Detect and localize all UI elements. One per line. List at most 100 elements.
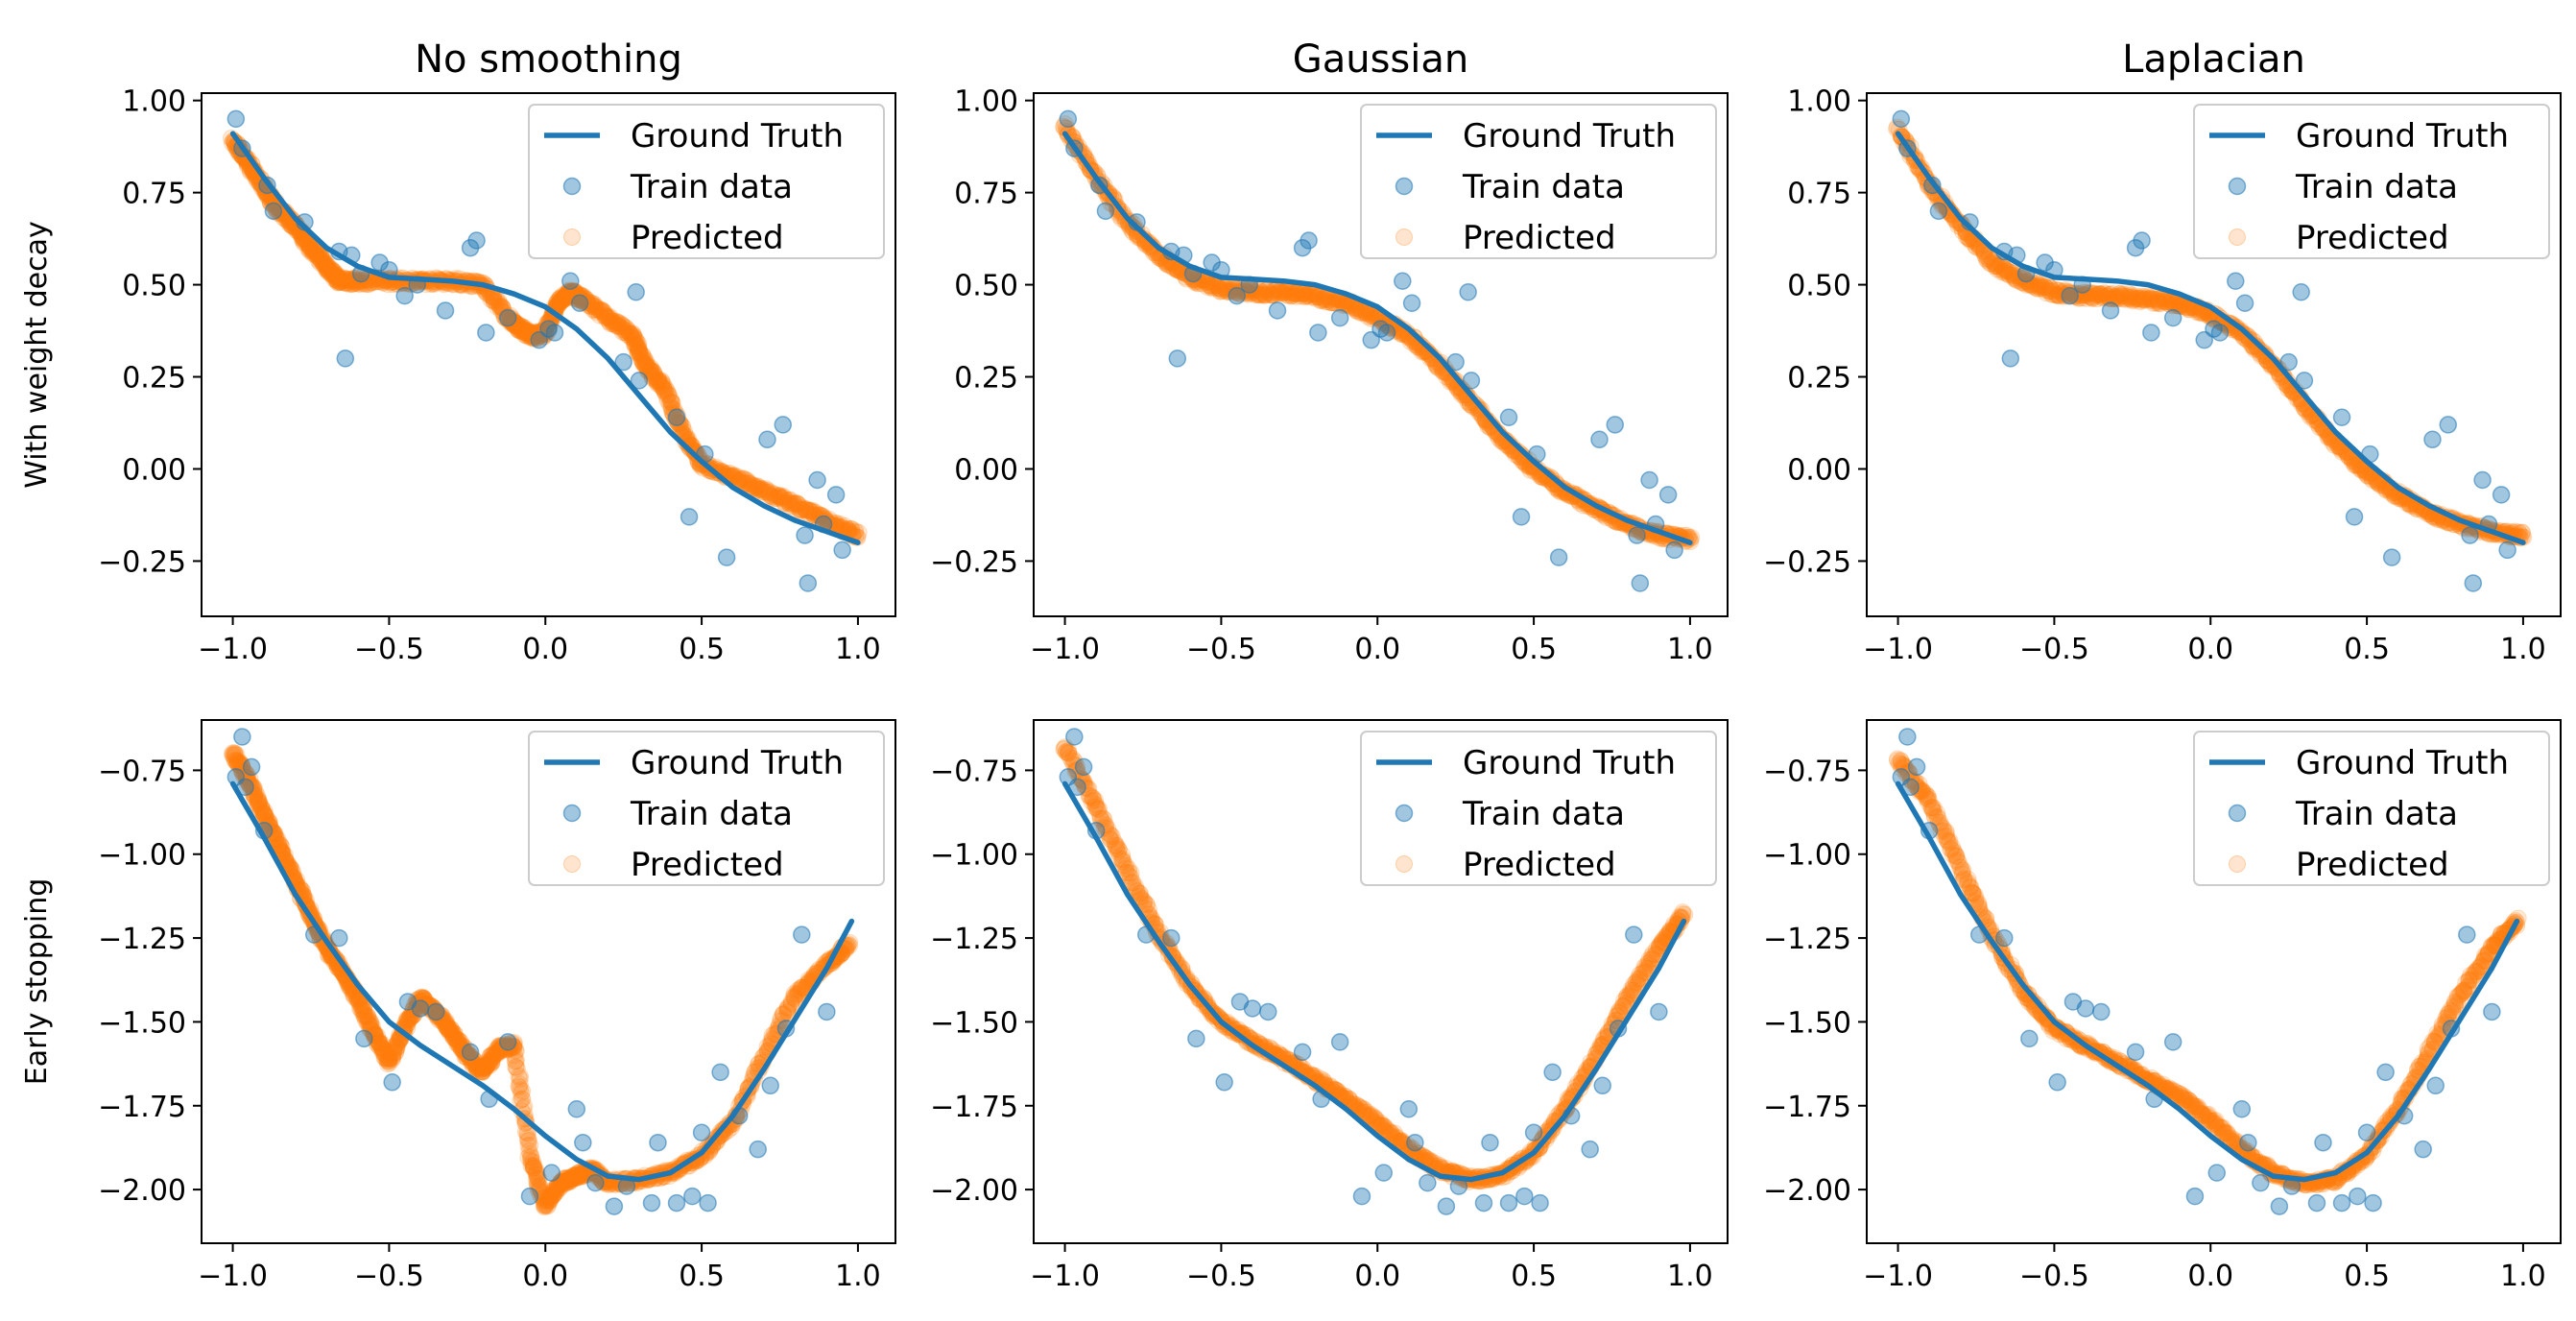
predicted-point xyxy=(331,273,349,291)
predicted-point xyxy=(1323,294,1341,312)
predicted-point xyxy=(827,514,846,532)
predicted-point xyxy=(745,479,763,497)
predicted-point xyxy=(661,393,680,411)
predicted-point xyxy=(1269,284,1287,302)
predicted-point xyxy=(649,372,667,391)
predicted-point xyxy=(303,245,322,263)
predicted-point xyxy=(636,354,655,372)
predicted-point xyxy=(607,317,625,335)
predicted-point xyxy=(1211,282,1229,300)
train-point xyxy=(667,1193,686,1213)
predicted-point xyxy=(488,291,506,309)
predicted-point xyxy=(633,352,652,371)
predicted-point xyxy=(1204,279,1222,298)
predicted-point xyxy=(1200,276,1218,294)
predicted-point xyxy=(775,494,794,513)
predicted-point xyxy=(815,508,833,526)
train-point xyxy=(1300,231,1318,250)
train-point xyxy=(545,324,564,342)
predicted-point xyxy=(799,504,818,522)
predicted-point xyxy=(658,391,677,409)
legend-dot-icon xyxy=(562,177,582,196)
predicted-point xyxy=(782,494,800,513)
train-point xyxy=(826,486,846,504)
train-point xyxy=(1059,109,1078,129)
predicted-point xyxy=(744,476,762,494)
train-point xyxy=(1628,526,1646,544)
predicted-point xyxy=(622,325,640,344)
predicted-point xyxy=(1350,303,1369,322)
predicted-point xyxy=(336,274,354,292)
predicted-point xyxy=(301,238,320,256)
predicted-point xyxy=(521,327,539,346)
predicted-point xyxy=(626,337,644,355)
predicted-point xyxy=(550,296,568,314)
predicted-point xyxy=(775,494,794,513)
predicted-point xyxy=(747,479,765,497)
train-point xyxy=(436,301,455,320)
predicted-point xyxy=(673,417,691,435)
train-point xyxy=(630,372,649,390)
predicted-point xyxy=(767,490,785,508)
predicted-point xyxy=(626,335,644,353)
predicted-point xyxy=(327,268,346,286)
predicted-point xyxy=(300,238,319,256)
predicted-point xyxy=(571,287,589,305)
predicted-point xyxy=(616,321,634,339)
predicted-point xyxy=(744,476,762,494)
predicted-point xyxy=(628,333,646,351)
predicted-point xyxy=(619,322,637,340)
predicted-point xyxy=(307,243,325,261)
predicted-point xyxy=(1308,288,1326,306)
predicted-point xyxy=(600,309,618,327)
predicted-point xyxy=(325,268,344,286)
legend-label: Ground Truth xyxy=(631,744,844,782)
predicted-point xyxy=(515,319,534,337)
predicted-point xyxy=(1283,286,1301,304)
predicted-point xyxy=(772,488,790,506)
predicted-point xyxy=(586,302,605,321)
predicted-point xyxy=(1251,285,1269,303)
predicted-point xyxy=(502,312,520,330)
predicted-point xyxy=(595,302,613,321)
predicted-point xyxy=(573,291,591,309)
train-point xyxy=(2382,548,2401,566)
predicted-point xyxy=(640,363,658,381)
legend-label: Predicted xyxy=(631,219,784,257)
predicted-point xyxy=(1259,283,1277,301)
predicted-point xyxy=(608,314,627,332)
predicted-point xyxy=(778,492,797,510)
predicted-point xyxy=(771,489,789,507)
predicted-point xyxy=(666,407,684,425)
predicted-point xyxy=(531,324,549,342)
predicted-point xyxy=(780,494,799,513)
predicted-point xyxy=(653,373,671,392)
predicted-point xyxy=(327,271,346,289)
predicted-point xyxy=(300,238,319,256)
predicted-point xyxy=(674,418,692,436)
predicted-point xyxy=(335,270,353,288)
predicted-point xyxy=(736,471,754,490)
predicted-point xyxy=(1286,285,1304,303)
predicted-point xyxy=(325,270,344,288)
predicted-point xyxy=(553,292,571,310)
legend-label: Train data xyxy=(630,168,793,206)
predicted-point xyxy=(603,312,621,330)
y-tick-label: −0.25 xyxy=(930,545,1018,579)
train-point xyxy=(2001,349,2020,368)
x-tick-label: −1.0 xyxy=(198,633,268,666)
predicted-point xyxy=(578,292,596,310)
predicted-point xyxy=(604,315,622,333)
predicted-point xyxy=(606,314,624,332)
legend-dot-icon xyxy=(562,804,582,823)
predicted-point xyxy=(515,322,534,340)
predicted-point xyxy=(304,241,322,259)
predicted-point xyxy=(557,285,575,303)
predicted-point xyxy=(550,294,568,312)
predicted-point xyxy=(754,483,773,501)
predicted-point xyxy=(648,372,666,391)
predicted-point xyxy=(1353,303,1371,322)
train-point xyxy=(477,324,495,342)
predicted-point xyxy=(312,247,330,265)
